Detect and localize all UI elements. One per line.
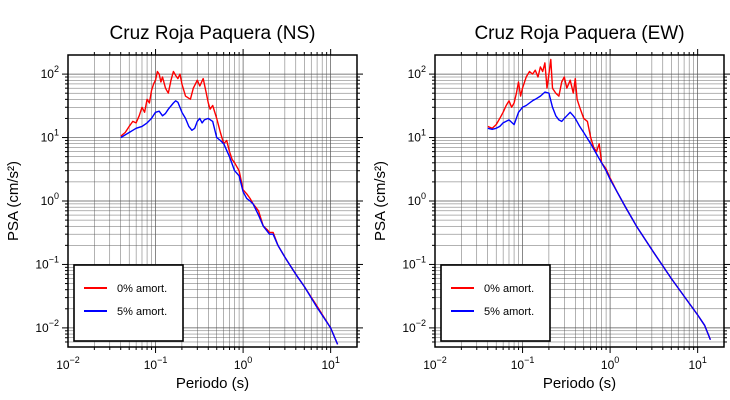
y-tick-label-exp: −1 — [416, 254, 426, 264]
x-tick-label-exp: −2 — [70, 355, 80, 365]
legend-label: 5% amort. — [484, 306, 534, 318]
y-tick-label: 102 — [408, 64, 426, 81]
series-lines — [120, 70, 339, 345]
x-tick-label-exp: 0 — [247, 355, 252, 365]
x-tick-label-base: 10 — [423, 358, 437, 372]
legend-box — [440, 264, 551, 342]
x-tick-label: 101 — [688, 355, 706, 372]
legend: 0% amort. 5% amort. — [73, 264, 184, 342]
ticks — [62, 49, 363, 353]
x-tick-label-base: 10 — [234, 358, 248, 372]
x-tick-label: 101 — [321, 355, 339, 372]
y-tick-label-base: 10 — [35, 257, 49, 271]
y-tick-label: 10−1 — [35, 254, 59, 271]
y-tick-label: 10−1 — [402, 254, 426, 271]
y-tick-label-base: 10 — [35, 321, 49, 335]
x-tick-label: 10−2 — [423, 355, 447, 372]
x-tick-label-exp: 1 — [702, 355, 707, 365]
x-axis-label: Periodo (s) — [176, 375, 249, 392]
y-tick-label: 100 — [408, 191, 426, 208]
y-tick-label: 102 — [41, 64, 59, 81]
chart-title: Cruz Roja Paquera (EW) — [474, 23, 684, 44]
y-tick-label-base: 10 — [408, 194, 422, 208]
y-tick-label-exp: −2 — [416, 318, 426, 328]
y-tick-label-exp: 1 — [421, 128, 426, 138]
y-tick-label-exp: 2 — [54, 64, 59, 74]
y-tick-label-base: 10 — [402, 257, 416, 271]
legend-label: 0% amort. — [117, 283, 167, 295]
x-tick-label-base: 10 — [688, 358, 702, 372]
x-tick-label: 100 — [601, 355, 619, 372]
x-tick-label-exp: 0 — [614, 355, 619, 365]
x-tick-label-base: 10 — [321, 358, 335, 372]
series-lines — [487, 58, 712, 341]
legend-label: 5% amort. — [117, 306, 167, 318]
ticks — [429, 49, 730, 353]
x-tick-label: 100 — [234, 355, 252, 372]
y-tick-label-base: 10 — [402, 321, 416, 335]
y-tick-label-exp: 0 — [421, 191, 426, 201]
y-tick-label-exp: −2 — [49, 318, 59, 328]
x-tick-label-base: 10 — [56, 358, 70, 372]
y-tick-label: 10−2 — [35, 318, 59, 335]
series-line-5pct — [120, 100, 339, 345]
legend-box — [73, 264, 184, 342]
legend: 0% amort. 5% amort. — [440, 264, 551, 342]
y-tick-label-exp: 2 — [421, 64, 426, 74]
x-tick-label: 10−2 — [56, 355, 80, 372]
x-tick-label: 10−1 — [511, 355, 535, 372]
y-tick-label: 101 — [408, 128, 426, 145]
y-tick-label: 101 — [41, 128, 59, 145]
y-tick-label: 100 — [41, 191, 59, 208]
series-line-5pct — [487, 91, 712, 341]
y-tick-label-base: 10 — [408, 131, 422, 145]
x-tick-label-exp: −2 — [437, 355, 447, 365]
x-tick-label-base: 10 — [601, 358, 615, 372]
x-tick-label-exp: −1 — [524, 355, 534, 365]
y-tick-label-exp: 1 — [54, 128, 59, 138]
y-tick-label-exp: −1 — [49, 254, 59, 264]
y-tick-label-exp: 0 — [54, 191, 59, 201]
y-tick-label-base: 10 — [41, 67, 55, 81]
y-axis-label: PSA (cm/s²) — [5, 161, 22, 241]
x-tick-label: 10−1 — [144, 355, 168, 372]
x-tick-label-base: 10 — [144, 358, 158, 372]
y-axis-label: PSA (cm/s²) — [372, 161, 389, 241]
legend-label: 0% amort. — [484, 283, 534, 295]
y-tick-label-base: 10 — [41, 131, 55, 145]
y-tick-label: 10−2 — [402, 318, 426, 335]
x-tick-label-base: 10 — [511, 358, 525, 372]
x-axis-label: Periodo (s) — [543, 375, 616, 392]
x-tick-label-exp: −1 — [157, 355, 167, 365]
x-tick-label-exp: 1 — [335, 355, 340, 365]
chart-title: Cruz Roja Paquera (NS) — [110, 23, 316, 44]
y-tick-label-base: 10 — [41, 194, 55, 208]
y-tick-label-base: 10 — [408, 67, 422, 81]
